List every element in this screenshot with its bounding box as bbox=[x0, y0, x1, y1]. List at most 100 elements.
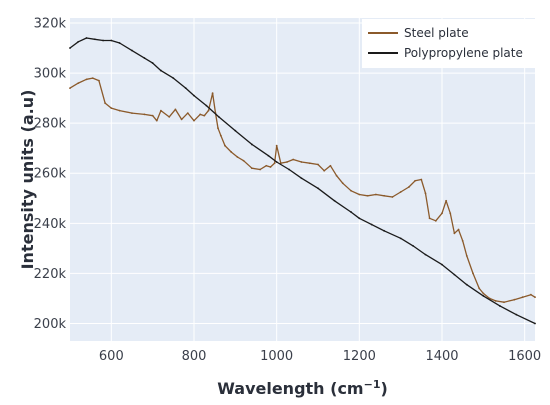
data-point bbox=[207, 109, 210, 112]
data-point bbox=[267, 154, 270, 157]
data-point bbox=[269, 166, 272, 168]
data-point bbox=[408, 186, 410, 188]
legend-box bbox=[362, 19, 535, 68]
data-point bbox=[424, 192, 427, 195]
data-point bbox=[461, 239, 464, 242]
data-point bbox=[224, 144, 226, 147]
data-point bbox=[329, 164, 332, 167]
data-point bbox=[383, 229, 386, 232]
y-tick-label: 280k bbox=[34, 117, 67, 132]
data-point bbox=[300, 161, 303, 163]
x-gridlines bbox=[110, 18, 526, 341]
data-point bbox=[286, 161, 288, 163]
data-point bbox=[91, 77, 94, 79]
y-tick-label: 240k bbox=[34, 217, 67, 232]
data-point bbox=[317, 187, 319, 190]
data-point bbox=[143, 113, 146, 116]
data-point bbox=[383, 194, 386, 197]
data-point bbox=[424, 253, 427, 256]
data-point bbox=[453, 232, 456, 235]
data-point bbox=[374, 193, 377, 196]
data-point bbox=[131, 49, 133, 52]
x-tick-label: 1600 bbox=[508, 349, 541, 364]
data-point bbox=[219, 134, 222, 137]
x-axis-title-close: ) bbox=[380, 379, 387, 398]
y-axis-title: Intensity units (a.u) bbox=[18, 90, 37, 270]
data-point bbox=[494, 300, 497, 302]
data-point bbox=[193, 119, 195, 122]
y-tick-label: 260k bbox=[34, 167, 67, 182]
data-point bbox=[513, 298, 516, 301]
data-point bbox=[300, 177, 303, 180]
data-point bbox=[98, 79, 100, 82]
data-point bbox=[69, 87, 71, 90]
data-point bbox=[234, 129, 237, 132]
y-tick-label: 320k bbox=[34, 17, 67, 32]
data-point bbox=[341, 182, 344, 185]
data-point bbox=[85, 37, 88, 39]
data-point bbox=[399, 237, 402, 240]
data-point bbox=[323, 169, 326, 172]
data-point bbox=[85, 78, 88, 81]
data-point bbox=[317, 163, 319, 166]
data-point bbox=[453, 273, 456, 276]
data-point bbox=[414, 179, 417, 182]
x-tick-label: 1000 bbox=[260, 349, 293, 364]
data-point bbox=[465, 283, 468, 286]
data-point bbox=[478, 287, 481, 290]
data-point bbox=[335, 174, 338, 177]
data-point bbox=[350, 211, 352, 213]
x-axis-title-main: Wavelength (cm bbox=[217, 379, 363, 398]
y-tick-labels: 200k 220k 240k 260k 280k 300k 320k bbox=[34, 17, 67, 332]
data-point bbox=[358, 217, 361, 220]
y-gridlines bbox=[70, 22, 535, 324]
data-point bbox=[259, 168, 262, 171]
legend-label-steel-plate[interactable]: Steel plate bbox=[404, 26, 469, 40]
data-point bbox=[288, 168, 290, 171]
data-point bbox=[275, 161, 278, 163]
data-point bbox=[160, 109, 162, 112]
legend[interactable]: Steel plate Polypropylene plate bbox=[362, 19, 535, 68]
data-point bbox=[333, 199, 336, 202]
data-point bbox=[211, 92, 214, 95]
data-point bbox=[482, 292, 485, 295]
data-point bbox=[155, 119, 158, 122]
data-point bbox=[521, 296, 524, 299]
data-point bbox=[184, 87, 187, 90]
data-point bbox=[498, 305, 501, 307]
data-point bbox=[110, 39, 113, 42]
x-tick-labels: 600 800 1000 1200 1400 1600 bbox=[99, 349, 541, 364]
data-point bbox=[151, 114, 154, 117]
data-point bbox=[242, 159, 245, 162]
data-point bbox=[534, 296, 536, 299]
data-point bbox=[217, 127, 219, 130]
data-point bbox=[412, 244, 414, 247]
data-point bbox=[186, 112, 189, 115]
data-point bbox=[118, 109, 121, 112]
x-tick-label: 1200 bbox=[343, 349, 376, 364]
data-point bbox=[370, 223, 373, 226]
x-axis-title: Wavelength (cm−1) bbox=[217, 378, 388, 398]
data-point bbox=[180, 118, 183, 121]
data-point bbox=[515, 313, 518, 316]
data-point bbox=[102, 39, 104, 42]
data-point bbox=[457, 228, 460, 231]
data-point bbox=[434, 219, 437, 222]
data-point bbox=[399, 191, 402, 193]
y-tick-label: 300k bbox=[34, 67, 67, 82]
data-point bbox=[110, 107, 113, 110]
data-point bbox=[69, 47, 71, 49]
data-point bbox=[308, 162, 311, 165]
data-point bbox=[292, 158, 295, 161]
data-point bbox=[265, 164, 268, 167]
data-point bbox=[203, 114, 206, 117]
legend-label-polypropylene-plate[interactable]: Polypropylene plate bbox=[404, 46, 523, 60]
data-point bbox=[172, 77, 175, 79]
y-tick-label: 200k bbox=[34, 317, 67, 332]
data-point bbox=[482, 295, 485, 297]
data-point bbox=[441, 263, 443, 266]
data-point bbox=[420, 178, 423, 181]
data-point bbox=[131, 112, 133, 115]
data-point bbox=[77, 40, 80, 43]
